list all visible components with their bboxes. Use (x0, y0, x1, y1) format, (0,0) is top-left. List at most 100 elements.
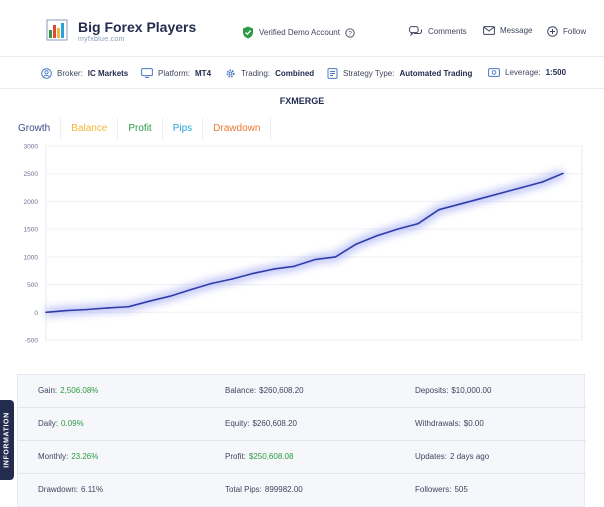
tab-balance[interactable]: Balance (61, 118, 119, 140)
series-glow (45, 169, 565, 317)
broker-label: Broker: (57, 69, 83, 78)
statistics-panel: Gain: 2,506.08% Balance: $260,608.20 Deposit… (17, 374, 586, 507)
growth-data-point (169, 295, 171, 298)
tab-growth[interactable]: Growth (8, 118, 62, 140)
stat-item: Daily: 0.09% (38, 419, 84, 428)
broker-info: Broker: IC Markets (41, 68, 128, 79)
growth-data-point (65, 309, 68, 312)
profile-header: Big Forex Players myfxblue.com Verified … (0, 0, 604, 56)
user-circle-icon (41, 68, 52, 79)
growth-data-point (45, 311, 47, 314)
stat-item: Updates: 2 days ago (415, 452, 489, 461)
account-name: Big Forex Players (78, 19, 197, 35)
platform-value: MT4 (195, 68, 212, 78)
svg-text:?: ? (348, 30, 352, 37)
stat-value: 0.09% (61, 419, 84, 428)
platform-label: Platform: (158, 68, 191, 78)
y-tick-label: 2000 (24, 199, 39, 206)
stat-value: 23.26% (71, 452, 99, 461)
growth-data-point (210, 282, 213, 285)
stat-item: Gain: 2,506.08% (38, 386, 98, 395)
verified-badge: Verified Demo Account ? (242, 26, 355, 39)
y-tick-label: 0 (34, 310, 38, 317)
growth-data-point (86, 308, 89, 311)
tab-pips[interactable]: Pips (163, 118, 204, 140)
growth-series-line (45, 172, 564, 314)
stat-row: Drawdown: 6.11% Total Pips: 899982.00 Follow… (18, 474, 586, 507)
envelope-icon (483, 26, 495, 35)
tab-profit[interactable]: Profit (118, 118, 163, 140)
trading-label: Trading: (241, 69, 271, 78)
growth-data-point (334, 256, 337, 258)
growth-data-point (127, 305, 130, 308)
stat-label: Balance: (225, 386, 257, 395)
y-tick-label: 1500 (24, 227, 39, 234)
money-icon (488, 68, 500, 77)
stat-value: $260,608.20 (259, 386, 304, 395)
stat-row: Daily: 0.09% Equity: $260,608.20 Withdrawals… (18, 408, 586, 441)
stat-item: Followers: 505 (415, 485, 468, 494)
account-subtitle: myfxblue.com (78, 36, 125, 43)
strategy-title: FXMERGE (279, 96, 325, 106)
stat-label: Drawdown: (38, 485, 79, 494)
stat-label: Equity: (225, 419, 250, 428)
tab-drawdown[interactable]: Drawdown (203, 118, 272, 140)
broker-value: IC Markets (87, 69, 129, 78)
stat-label: Deposits: (415, 386, 449, 395)
growth-chart: 3000 2500 2000 1500 1000 500 0 -500 (0, 140, 604, 350)
stat-label: Profit: (225, 452, 246, 461)
chart-tabs: Growth Balance Profit Pips Drawdown (8, 118, 272, 140)
stat-value: $260,608.20 (252, 419, 297, 428)
growth-data-point (376, 234, 378, 237)
strategy-value: Automated Trading (399, 69, 473, 78)
trading-info: Trading: Combined (225, 68, 314, 79)
y-tick-label: -500 (25, 338, 38, 345)
growth-data-point (417, 222, 420, 225)
stat-row: Gain: 2,506.08% Balance: $260,608.20 Deposit… (18, 375, 586, 408)
information-side-tab[interactable]: INFORMATION (0, 400, 14, 480)
growth-data-point (355, 243, 358, 245)
stat-item: Monthly: 23.26% (38, 452, 98, 461)
growth-data-point (314, 258, 316, 261)
monitor-icon (141, 68, 153, 78)
account-info-bar: Broker: IC Markets Platform: MT4 Trading… (0, 64, 604, 82)
stat-item: Deposits: $10,000.00 (415, 386, 491, 395)
stat-value: $10,000.00 (451, 386, 492, 395)
follow-button[interactable]: Follow (547, 26, 586, 37)
question-circle-icon[interactable]: ? (345, 27, 355, 38)
growth-data-point (541, 181, 544, 183)
y-tick-label: 500 (27, 282, 38, 289)
growth-data-point (107, 307, 109, 309)
growth-data-point (396, 228, 399, 230)
chat-bubbles-icon (409, 26, 422, 37)
y-tick-label: 1000 (24, 254, 39, 261)
stat-item: Equity: $260,608.20 (225, 419, 297, 428)
growth-chart-svg: 3000 2500 2000 1500 1000 500 0 -500 (24, 144, 583, 345)
side-tab-label: INFORMATION (3, 412, 11, 468)
y-tick-label: 3000 (24, 144, 39, 151)
stat-label: Gain: (38, 386, 58, 395)
document-list-icon (327, 68, 338, 79)
y-tick-label: 2500 (24, 171, 39, 178)
follow-label: Follow (563, 27, 587, 36)
comments-button[interactable]: Comments (409, 26, 467, 37)
header-divider (0, 56, 604, 57)
stat-value: 6.11% (81, 485, 104, 494)
stat-value: 505 (454, 485, 468, 494)
stat-label: Updates: (415, 452, 448, 461)
growth-data-point (231, 278, 233, 280)
stat-row: Monthly: 23.26% Profit: $250,608.08 Updates:… (18, 441, 586, 474)
stat-value: $0.00 (463, 419, 484, 428)
growth-data-point (562, 172, 564, 175)
stat-value: 2,506.08% (60, 386, 99, 395)
leverage-label: Leverage: (505, 68, 541, 77)
growth-data-point (520, 186, 523, 189)
growth-data-point (293, 265, 295, 268)
stat-item: Drawdown: 6.11% (38, 485, 103, 494)
info-divider (0, 88, 604, 89)
message-button[interactable]: Message (483, 26, 532, 35)
bar-chart-logo (46, 19, 68, 41)
comments-label: Comments (428, 27, 467, 36)
growth-data-point (252, 272, 254, 275)
growth-data-point (189, 288, 192, 291)
